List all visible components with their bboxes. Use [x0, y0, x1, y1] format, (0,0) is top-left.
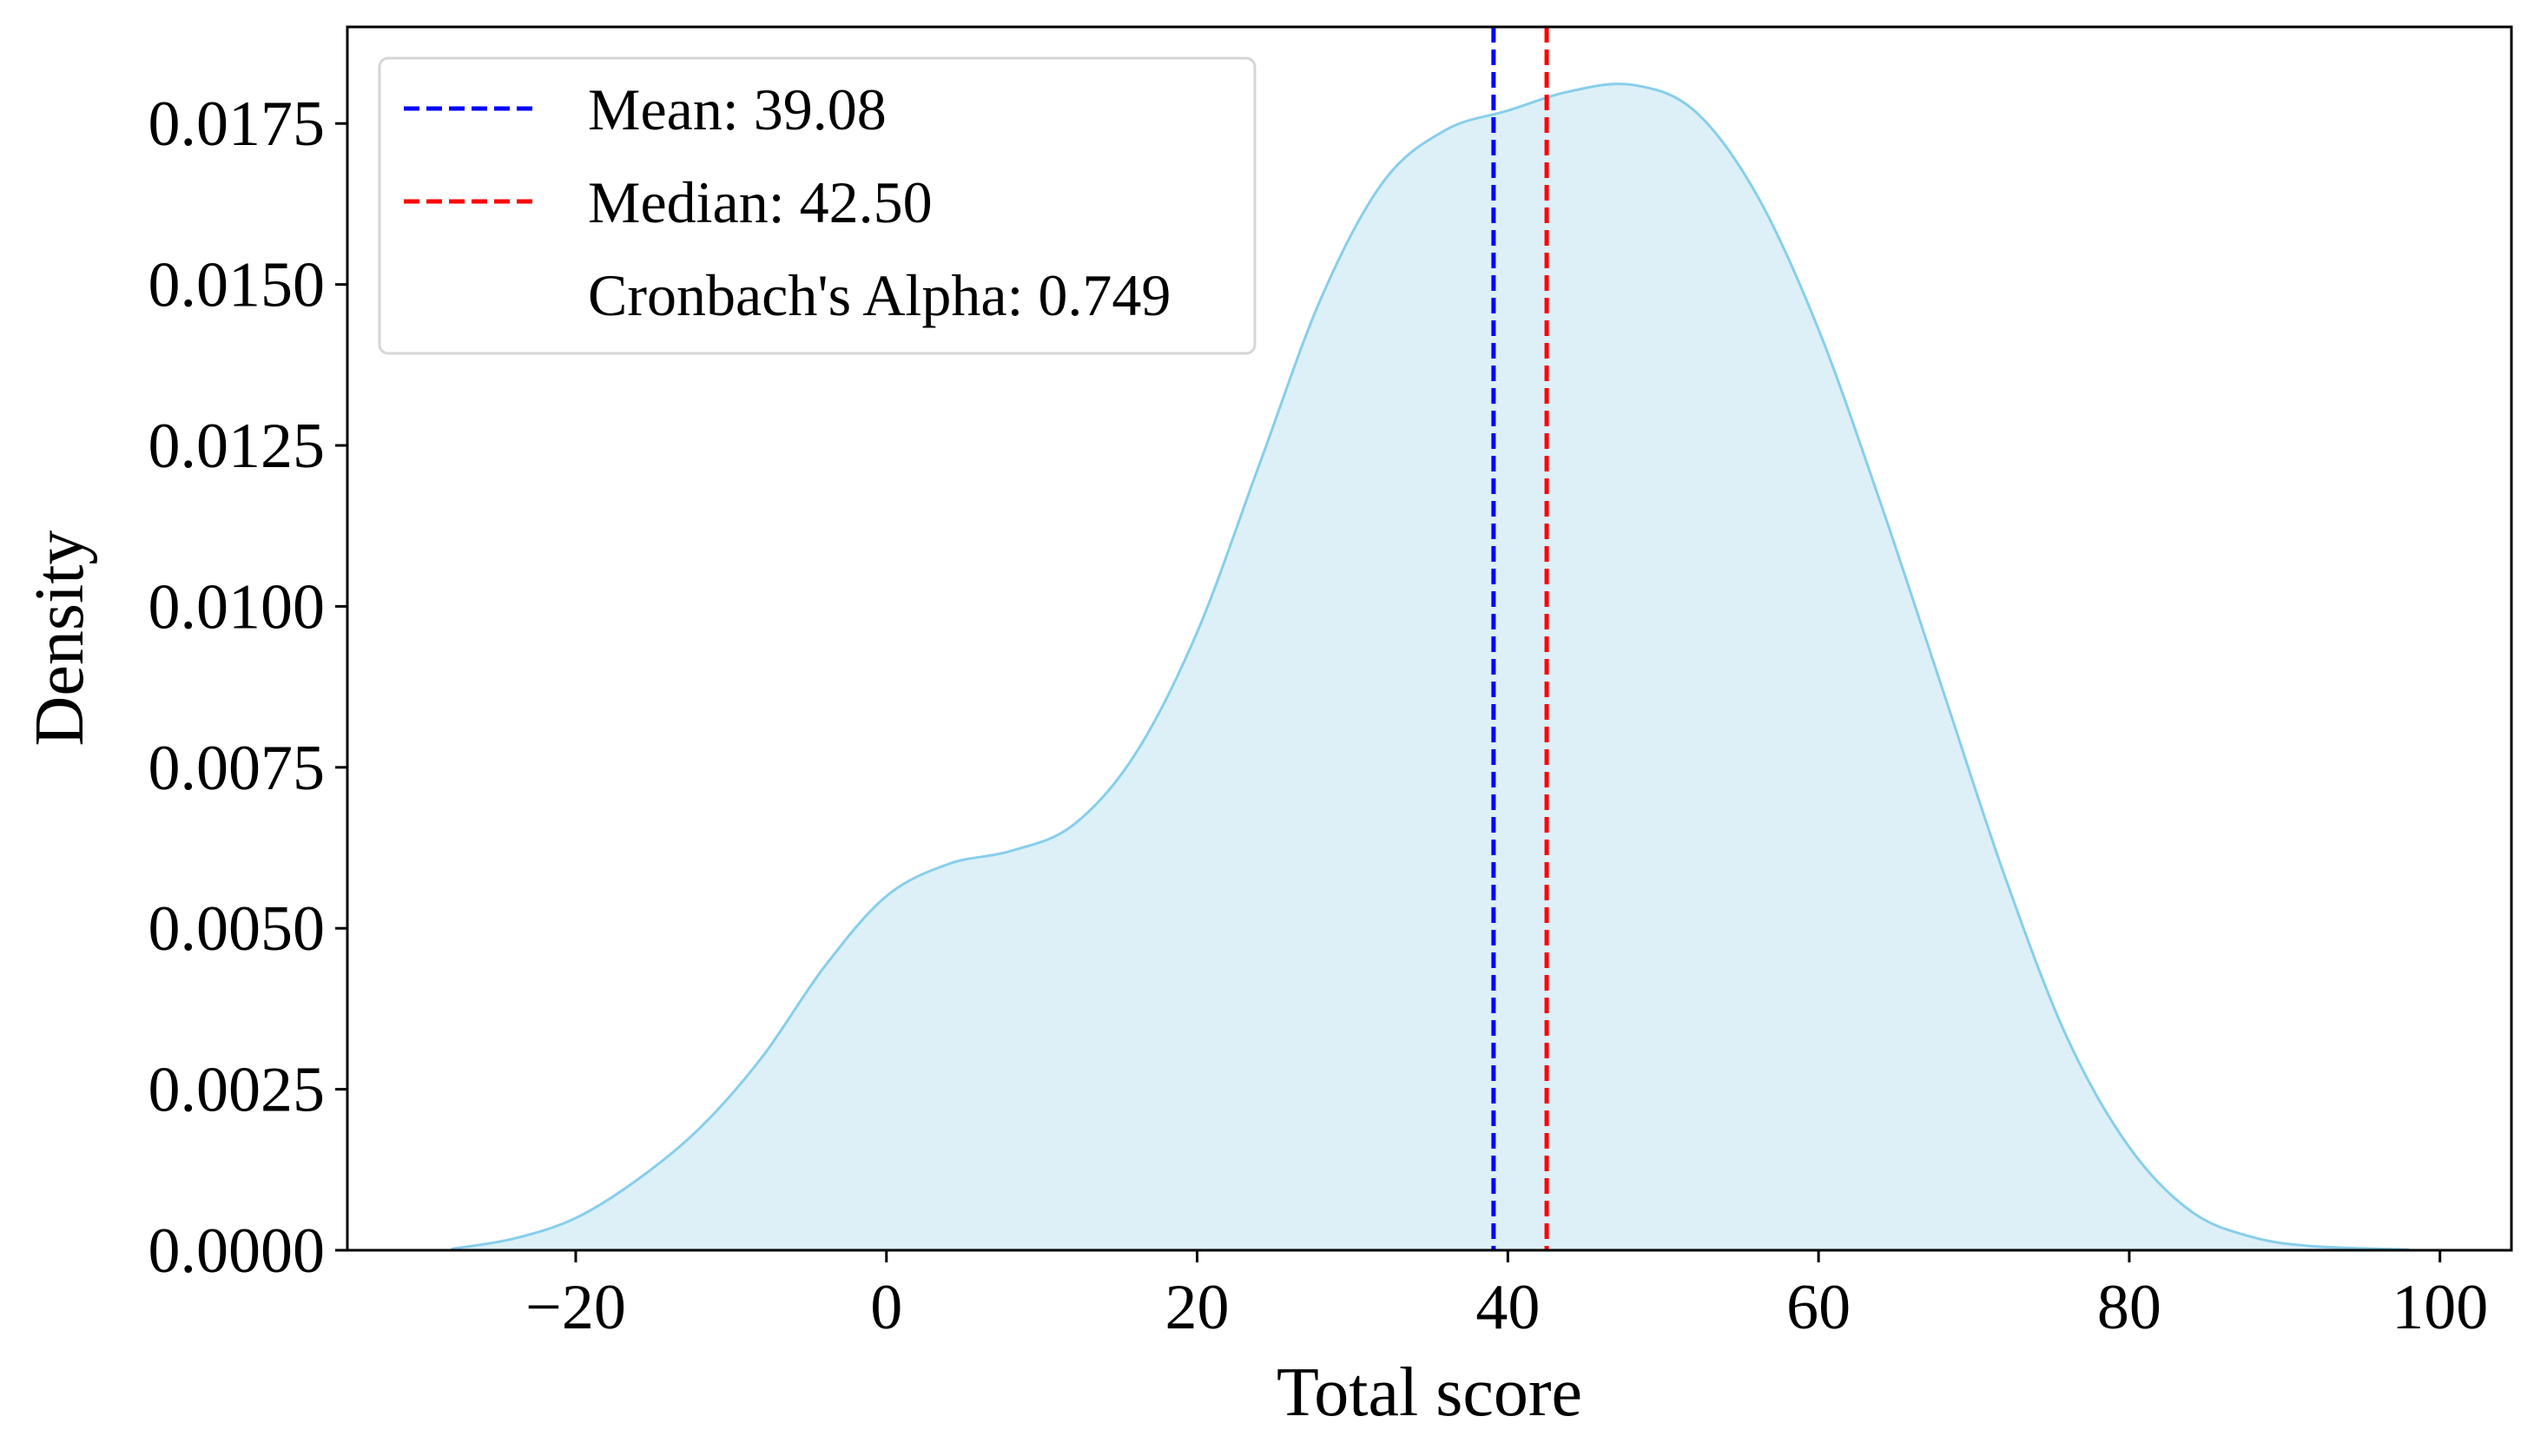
plot-area — [451, 82, 2409, 1251]
y-tick-label: 0.0175 — [148, 89, 326, 160]
y-tick-label: 0.0125 — [148, 411, 326, 482]
reference-lines — [1491, 27, 1549, 1250]
y-tick-label: 0.0100 — [148, 571, 326, 642]
x-tick-label: −20 — [525, 1272, 626, 1343]
y-axis-ticks: 0.0000 0.0025 0.0050 0.0075 0.0100 0.0125 0.01… — [148, 89, 347, 1287]
y-tick-label: 0.0000 — [148, 1216, 326, 1287]
legend-box — [378, 56, 1257, 355]
x-axis-ticks: −20 0 20 40 60 80 100 — [525, 1250, 2488, 1343]
x-axis-label: Total score — [1277, 1354, 1582, 1431]
plot-frame — [346, 25, 2513, 1252]
x-tick-label: 100 — [2392, 1272, 2488, 1343]
legend: Mean: 39.08 Median: 42.50 Cronbach's Alpha… — [378, 56, 1257, 355]
legend-label: Cronbach's Alpha: 0.749 — [588, 262, 1171, 328]
y-axis-label: Density — [22, 530, 98, 747]
y-tick-label: 0.0050 — [148, 893, 326, 965]
y-tick-label: 0.0025 — [148, 1055, 326, 1126]
density-area — [451, 83, 2409, 1250]
density-curve — [451, 82, 2409, 1251]
x-tick-label: 80 — [2097, 1272, 2161, 1343]
x-tick-label: 0 — [870, 1272, 902, 1343]
y-tick-label: 0.0150 — [148, 250, 326, 321]
y-tick-label: 0.0075 — [148, 733, 326, 804]
legend-label: Median: 42.50 — [588, 169, 933, 235]
x-tick-label: 20 — [1165, 1272, 1230, 1343]
legend-label: Mean: 39.08 — [588, 76, 887, 142]
x-tick-label: 60 — [1786, 1272, 1851, 1343]
x-tick-label: 40 — [1475, 1272, 1540, 1343]
legend-items: Mean: 39.08 Median: 42.50 Cronbach's Alpha… — [404, 76, 1171, 328]
